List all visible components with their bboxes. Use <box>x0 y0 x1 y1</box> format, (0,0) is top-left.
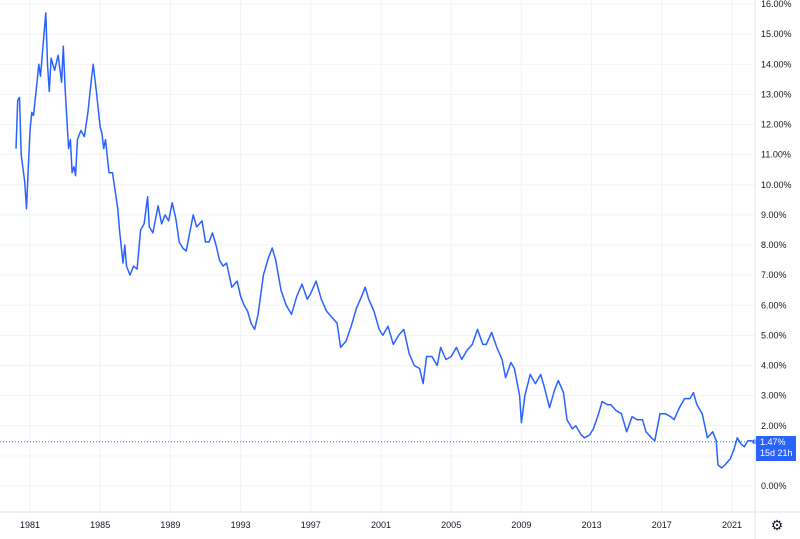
y-tick-label: 15.00% <box>761 29 792 39</box>
x-tick-label: 1985 <box>90 520 110 530</box>
x-tick-label: 2001 <box>371 520 391 530</box>
y-tick-label: 4.00% <box>761 361 787 371</box>
y-tick-label: 8.00% <box>761 240 787 250</box>
y-tick-label: 2.00% <box>761 421 787 431</box>
y-tick-label: 5.00% <box>761 330 787 340</box>
last-value-label: 1.47% <box>760 437 786 447</box>
x-tick-label: 2013 <box>582 520 602 530</box>
x-tick-label: 1989 <box>160 520 180 530</box>
y-tick-label: 16.00% <box>761 0 792 9</box>
series-layer <box>15 12 758 469</box>
x-tick-label: 1981 <box>20 520 40 530</box>
y-tick-label: 11.00% <box>761 150 791 160</box>
x-tick-label: 2021 <box>722 520 742 530</box>
y-tick-label: 7.00% <box>761 270 787 280</box>
y-tick-label: 0.00% <box>761 481 787 491</box>
x-tick-label: 1993 <box>231 520 251 530</box>
y-tick-label: 14.00% <box>761 59 792 69</box>
gridlines <box>0 0 755 512</box>
countdown-label: 15d 21h <box>760 448 793 458</box>
x-tick-label: 2017 <box>652 520 672 530</box>
gear-icon[interactable]: ⚙ <box>770 517 784 533</box>
y-tick-label: 3.00% <box>761 391 787 401</box>
y-tick-label: 9.00% <box>761 210 787 220</box>
y-tick-label: 10.00% <box>761 180 792 190</box>
y-tick-label: 13.00% <box>761 89 792 99</box>
x-tick-label: 2009 <box>511 520 531 530</box>
x-axis-ticks[interactable]: 1981 1985 1989 1993 1997 2001 2005 2009 2013 2017… <box>20 520 742 530</box>
y-tick-label: 6.00% <box>761 300 787 310</box>
x-tick-label: 2005 <box>441 520 461 530</box>
series-line <box>15 12 755 469</box>
y-tick-label: 12.00% <box>761 120 792 130</box>
x-tick-label: 1997 <box>301 520 321 530</box>
y-axis-ticks[interactable]: 0.00%1.00%2.00%3.00%4.00%5.00%6.00%7.00%… <box>761 0 792 491</box>
last-value-badge: 1.47% 15d 21h <box>756 436 796 461</box>
